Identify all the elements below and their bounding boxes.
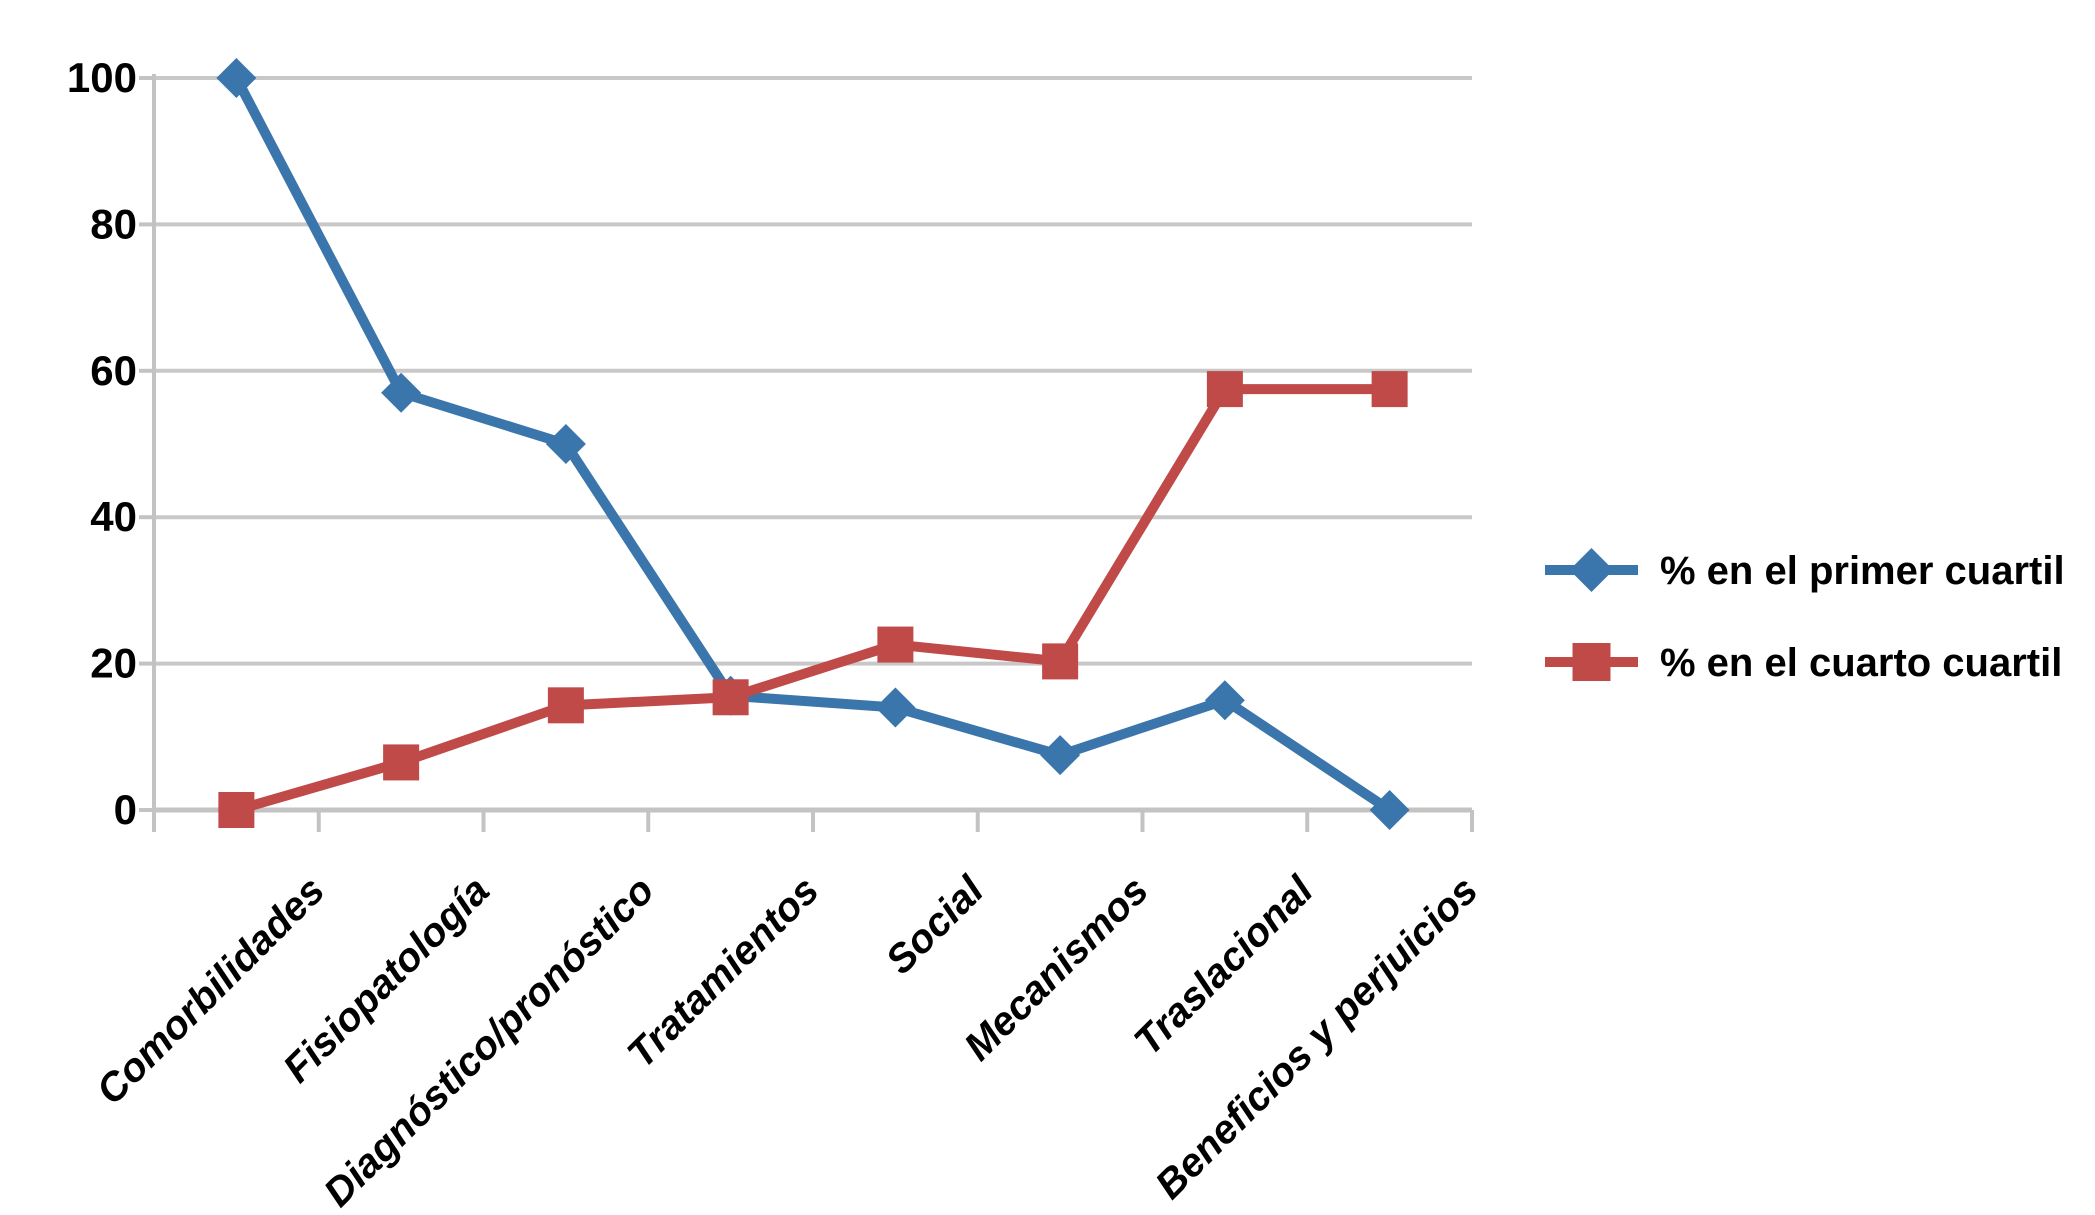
series-en-el-cuarto-cuartil-point-comorbilidades <box>218 792 255 828</box>
series-en-el-cuarto-cuartil-point-diagnostico-pronostico <box>547 687 584 724</box>
legend-marker-diamond-icon <box>1569 548 1614 592</box>
y-tick-label-40: 40 <box>90 493 137 540</box>
series-en-el-primer-cuartil-point-traslacional <box>1204 680 1245 721</box>
legend-entry-en-el-cuarto-cuartil: % en el cuarto cuartil <box>1545 641 2062 685</box>
series-en-el-cuarto-cuartil-line <box>231 384 1395 815</box>
series-en-el-cuarto-cuartil-point-traslacional <box>1206 371 1243 408</box>
series-en-el-cuarto-cuartil-point-tratamientos <box>712 679 749 716</box>
y-tick-label-60: 60 <box>90 347 137 394</box>
series-en-el-cuarto-cuartil-point-beneficios-y-perjuicios <box>1371 371 1408 408</box>
x-category-label-social: Social <box>878 868 993 983</box>
series-en-el-cuarto-cuartil-point-social <box>877 626 914 663</box>
legend-entry-en-el-primer-cuartil: % en el primer cuartil <box>1545 548 2065 593</box>
series-en-el-primer-cuartil-line <box>231 73 1395 815</box>
series-en-el-primer-cuartil-point-mecanismos <box>1040 735 1081 776</box>
y-tick-label-20: 20 <box>90 640 137 687</box>
series-en-el-primer-cuartil-point-beneficios-y-perjuicios <box>1369 790 1410 830</box>
legend-label-en-el-cuarto-cuartil: % en el cuarto cuartil <box>1660 641 2062 685</box>
series-en-el-primer-cuartil-point-diagnostico-pronostico <box>545 424 586 464</box>
x-category-label-diagnostico-pronostico: Diagnóstico/pronóstico <box>316 868 663 1215</box>
y-tick-label-100: 100 <box>67 54 137 101</box>
x-category-label-beneficios-y-perjuicios: Beneficios y perjuicios <box>1147 868 1486 1207</box>
y-tick-label-0: 0 <box>114 786 137 833</box>
y-tick-label-80: 80 <box>90 200 137 247</box>
series-en-el-cuarto-cuartil-point-mecanismos <box>1042 643 1079 680</box>
series-en-el-primer-cuartil-point-comorbilidades <box>216 58 257 98</box>
series-en-el-cuarto-cuartil-point-fisiopatologia <box>383 744 420 781</box>
legend: % en el primer cuartil % en el cuarto cua… <box>1545 548 2065 685</box>
series-en-el-primer-cuartil-point-fisiopatologia <box>381 372 422 413</box>
legend-marker-square-icon <box>1572 643 1611 681</box>
legend-label-en-el-primer-cuartil: % en el primer cuartil <box>1660 549 2065 593</box>
series-en-el-primer-cuartil-point-social <box>875 687 916 728</box>
